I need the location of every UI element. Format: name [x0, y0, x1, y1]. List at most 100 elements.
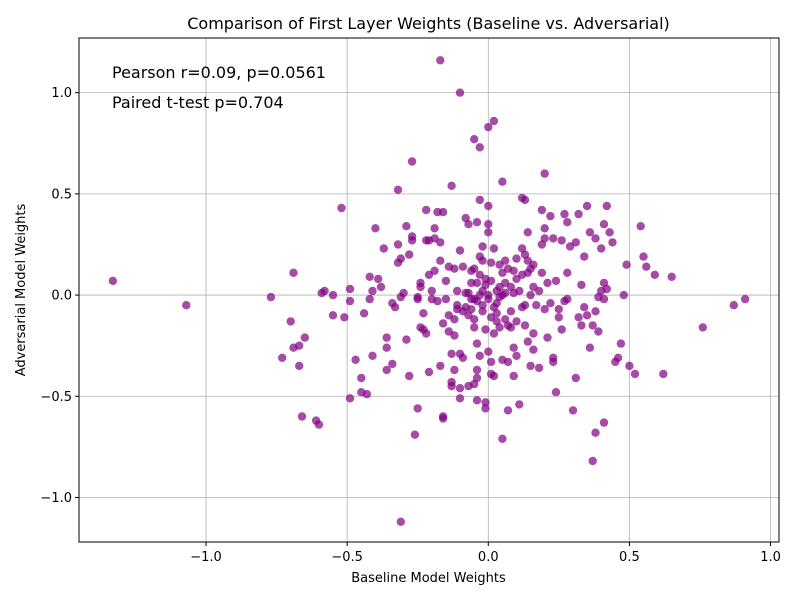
plot-frame: [78, 37, 780, 543]
scatter-point: [543, 333, 552, 342]
scatter-point: [475, 143, 484, 152]
scatter-point: [108, 276, 118, 286]
scatter-point: [289, 268, 298, 277]
scatter-point: [436, 238, 445, 247]
chart-title: Comparison of First Layer Weights (Basel…: [187, 14, 670, 33]
scatter-point: [374, 274, 383, 284]
scatter-point: [472, 365, 482, 375]
scatter-point: [481, 325, 490, 334]
scatter-point: [393, 240, 403, 249]
scatter-point: [667, 272, 676, 281]
scatter-point: [470, 323, 479, 332]
scatter-point: [602, 201, 611, 211]
scatter-point: [650, 270, 659, 279]
scatter-point: [407, 236, 417, 245]
scatter-point: [405, 371, 414, 381]
scatter-point: [422, 329, 431, 338]
scatter-point: [625, 361, 634, 371]
scatter-point: [503, 357, 513, 367]
scatter-point: [585, 343, 595, 352]
scatter-point: [486, 357, 496, 367]
scatter-point: [455, 394, 465, 403]
scatter-point: [563, 268, 572, 277]
scatter-point: [599, 418, 609, 427]
scatter-point: [602, 284, 611, 294]
x-tick-label: 0.0: [478, 550, 499, 565]
scatter-point: [376, 282, 386, 292]
scatter-point: [698, 323, 707, 332]
scatter-point: [436, 56, 445, 65]
scatter-point: [470, 135, 479, 144]
x-axis-label: Baseline Model Weights: [351, 571, 506, 586]
scatter-point: [478, 242, 487, 251]
scatter-point: [300, 333, 309, 342]
scatter-point: [396, 254, 405, 263]
scatter-point: [393, 185, 403, 194]
scatter-point: [447, 349, 456, 358]
scatter-point: [540, 224, 549, 233]
scatter-point: [379, 244, 388, 253]
y-tick-label: 0.0: [51, 289, 72, 304]
scatter-point: [498, 177, 507, 186]
scatter-point: [577, 321, 586, 330]
scatter-point: [484, 201, 493, 211]
scatter-point: [388, 359, 397, 369]
scatter-point: [639, 252, 648, 261]
scatter-point: [453, 301, 462, 310]
scatter-point: [526, 290, 535, 300]
scatter-point: [613, 353, 623, 362]
scatter-point: [588, 321, 597, 330]
scatter-point: [549, 234, 558, 243]
scatter-point: [484, 347, 493, 356]
y-axis-ticks: −1.0 −0.5 0.0 0.5 1.0: [40, 86, 79, 506]
scatter-point: [608, 238, 617, 247]
scatter-point: [470, 264, 479, 273]
scatter-point: [571, 238, 580, 247]
scatter-point: [509, 343, 518, 352]
scatter-point: [357, 373, 366, 383]
scatter-point: [286, 317, 295, 326]
scatter-point: [484, 228, 493, 237]
scatter-point: [532, 301, 541, 310]
scatter-point: [599, 294, 609, 304]
scatter-point: [458, 353, 468, 362]
scatter-point: [419, 309, 428, 318]
y-tick-label: −0.5: [40, 390, 72, 405]
scatter-point: [512, 317, 521, 326]
scatter-point: [470, 315, 479, 324]
scatter-point: [478, 256, 487, 265]
scatter-point: [546, 299, 555, 308]
scatter-point: [557, 236, 566, 245]
scatter-point: [402, 222, 411, 231]
scatter-point: [182, 301, 191, 310]
scatter-point: [503, 406, 513, 415]
scatter-point: [585, 228, 595, 237]
scatter-point: [351, 355, 360, 364]
scatter-point: [526, 361, 535, 371]
scatter-point: [512, 351, 521, 360]
scatter-point: [642, 262, 651, 271]
scatter-point: [478, 301, 487, 310]
scatter-point: [450, 264, 459, 273]
scatter-point: [405, 250, 414, 259]
scatter-point: [407, 157, 417, 166]
scatter-point: [619, 290, 628, 300]
scatter-point: [486, 258, 496, 267]
scatter-point: [534, 363, 544, 373]
scatter-point: [512, 254, 521, 263]
y-axis-label: Adversarial Model Weights: [14, 203, 29, 376]
scatter-point: [605, 228, 614, 237]
scatter-point: [577, 280, 586, 290]
scatter-point: [501, 256, 510, 265]
scatter-point: [382, 343, 391, 352]
scatter-point: [557, 325, 566, 334]
scatter-point: [520, 195, 530, 205]
scatter-point: [472, 278, 482, 288]
scatter-point: [574, 313, 583, 322]
scatter-point: [563, 294, 572, 304]
scatter-point: [582, 201, 592, 211]
scatter-point: [515, 400, 524, 409]
scatter-point: [523, 337, 532, 346]
scatter-point: [594, 327, 603, 336]
scatter-point: [472, 218, 482, 227]
